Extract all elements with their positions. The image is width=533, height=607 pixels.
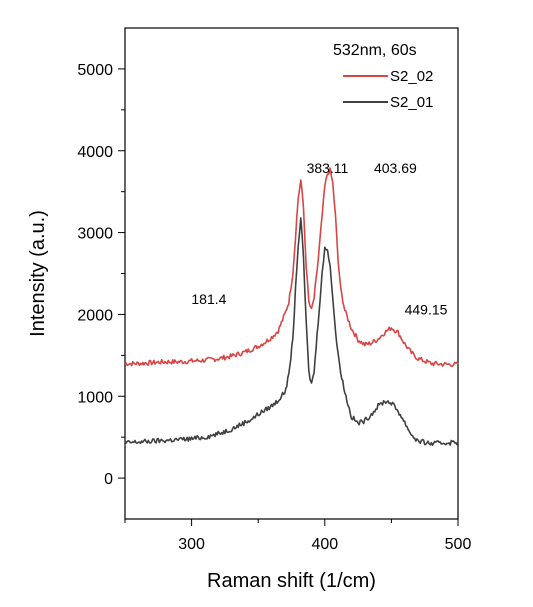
annotation-layer: 181.4 383.11 403.69 449.15 bbox=[191, 160, 447, 318]
peak-annotation-3: 403.69 bbox=[374, 160, 417, 176]
x-tick-label-400: 400 bbox=[311, 536, 338, 553]
x-axis-title: Raman shift (1/cm) bbox=[207, 570, 376, 592]
legend-label-s2-01: S2_01 bbox=[390, 94, 433, 111]
x-tick-label-500: 500 bbox=[445, 536, 472, 553]
peak-annotation-1: 181.4 bbox=[191, 291, 226, 307]
legend: 532nm, 60s S2_02 S2_01 bbox=[333, 42, 433, 111]
legend-label-s2-02: S2_02 bbox=[390, 68, 433, 85]
y-tick-label-0: 0 bbox=[104, 471, 113, 488]
peak-annotation-4: 449.15 bbox=[405, 301, 448, 317]
y-axis-title: Intensity (a.u.) bbox=[27, 210, 49, 337]
series-line-s2-01 bbox=[124, 217, 459, 446]
y-tick-label-5000: 5000 bbox=[77, 62, 113, 79]
peak-annotation-2: 383.11 bbox=[307, 160, 349, 176]
x-tick-label-300: 300 bbox=[178, 536, 205, 553]
axes: 0 1000 2000 3000 4000 5000 300 400 500 bbox=[77, 27, 472, 553]
y-tick-label-2000: 2000 bbox=[77, 307, 113, 324]
y-tick-label-4000: 4000 bbox=[77, 144, 113, 161]
legend-title: 532nm, 60s bbox=[333, 42, 417, 59]
y-tick-label-3000: 3000 bbox=[77, 226, 113, 243]
series-line-s2-02 bbox=[124, 167, 459, 368]
series-layer bbox=[124, 167, 459, 446]
y-tick-label-1000: 1000 bbox=[77, 389, 113, 406]
